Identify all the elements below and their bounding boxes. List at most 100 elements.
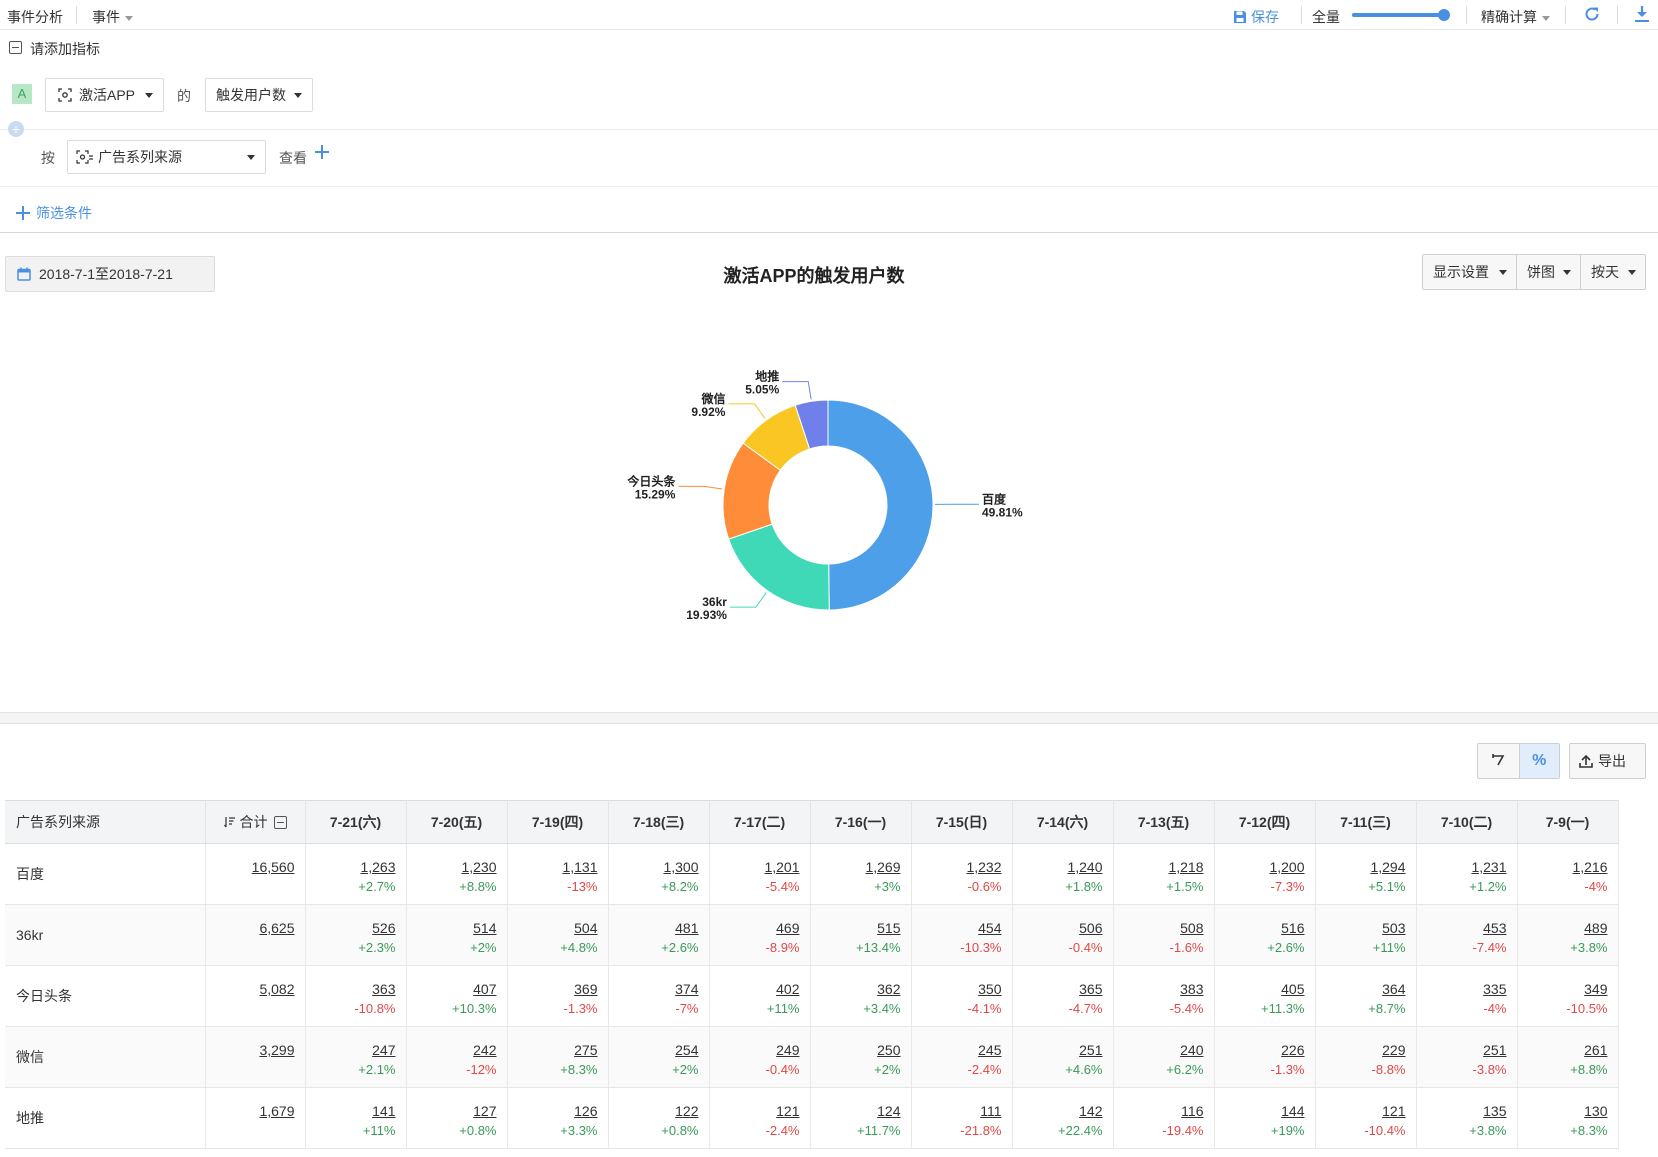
column-header-date[interactable]: 7-19(四): [507, 800, 609, 844]
cell-value[interactable]: 526: [372, 920, 396, 936]
cell-value[interactable]: 111: [980, 1103, 1002, 1119]
cell-value[interactable]: 1,216: [1572, 859, 1608, 875]
calc-mode-dropdown[interactable]: 精确计算: [1481, 7, 1550, 27]
cell-value[interactable]: 407: [473, 981, 497, 997]
column-header-date[interactable]: 7-15(日): [911, 800, 1013, 844]
cell-value[interactable]: 141: [372, 1103, 396, 1119]
add-metric-button[interactable]: +: [8, 121, 24, 137]
cell-value[interactable]: 1,240: [1067, 859, 1103, 875]
cell-value[interactable]: 245: [978, 1042, 1002, 1058]
cell-value[interactable]: 481: [675, 920, 699, 936]
cell-value[interactable]: 251: [1079, 1042, 1103, 1058]
cell-value[interactable]: 503: [1382, 920, 1406, 936]
total-value[interactable]: 6,625: [259, 920, 295, 936]
total-value[interactable]: 16,560: [251, 859, 295, 875]
cell-value[interactable]: 124: [877, 1103, 901, 1119]
sort-icon[interactable]: [223, 816, 236, 828]
cell-value[interactable]: 508: [1180, 920, 1204, 936]
trend-toggle-button[interactable]: [1478, 744, 1519, 778]
total-value[interactable]: 3,299: [259, 1042, 295, 1058]
cell-value[interactable]: 469: [776, 920, 800, 936]
cell-value[interactable]: 130: [1584, 1103, 1608, 1119]
refresh-button[interactable]: [1583, 5, 1601, 26]
cell-value[interactable]: 121: [1382, 1103, 1406, 1119]
save-button[interactable]: 保存: [1233, 7, 1279, 27]
total-value[interactable]: 5,082: [259, 981, 295, 997]
cell-value[interactable]: 261: [1584, 1042, 1608, 1058]
cell-value[interactable]: 122: [675, 1103, 699, 1119]
cell-value[interactable]: 249: [776, 1042, 800, 1058]
cell-value[interactable]: 144: [1281, 1103, 1305, 1119]
cell-value[interactable]: 254: [675, 1042, 699, 1058]
cell-value[interactable]: 1,201: [764, 859, 800, 875]
cell-value[interactable]: 1,263: [360, 859, 396, 875]
cell-value[interactable]: 335: [1483, 981, 1507, 997]
cell-value[interactable]: 383: [1180, 981, 1204, 997]
column-header-date[interactable]: 7-10(二): [1416, 800, 1518, 844]
cell-value[interactable]: 515: [877, 920, 901, 936]
measure-select[interactable]: 触发用户数: [205, 78, 313, 112]
cell-value[interactable]: 240: [1180, 1042, 1204, 1058]
date-range-picker[interactable]: 2018-7-1至2018-7-21: [5, 256, 215, 292]
cell-value[interactable]: 275: [574, 1042, 598, 1058]
cell-value[interactable]: 516: [1281, 920, 1305, 936]
collapse-icon[interactable]: [9, 41, 22, 54]
column-header-date[interactable]: 7-17(二): [709, 800, 811, 844]
cell-value[interactable]: 1,230: [461, 859, 497, 875]
cell-value[interactable]: 126: [574, 1103, 598, 1119]
cell-value[interactable]: 1,231: [1471, 859, 1507, 875]
cell-value[interactable]: 250: [877, 1042, 901, 1058]
column-header-date[interactable]: 7-21(六): [305, 800, 407, 844]
cell-value[interactable]: 1,200: [1269, 859, 1305, 875]
cell-value[interactable]: 514: [473, 920, 497, 936]
cell-value[interactable]: 369: [574, 981, 598, 997]
cell-value[interactable]: 364: [1382, 981, 1406, 997]
granularity-dropdown[interactable]: 按天: [1581, 255, 1645, 289]
cell-value[interactable]: 350: [978, 981, 1002, 997]
event-select[interactable]: 激活APP: [45, 78, 164, 112]
cell-value[interactable]: 402: [776, 981, 800, 997]
column-header-date[interactable]: 7-18(三): [608, 800, 710, 844]
column-header-total[interactable]: 合计: [205, 800, 306, 844]
cell-value[interactable]: 121: [776, 1103, 800, 1119]
cell-value[interactable]: 453: [1483, 920, 1507, 936]
cell-value[interactable]: 504: [574, 920, 598, 936]
cell-value[interactable]: 405: [1281, 981, 1305, 997]
cell-value[interactable]: 362: [877, 981, 901, 997]
total-value[interactable]: 1,679: [259, 1103, 295, 1119]
cell-value[interactable]: 454: [978, 920, 1002, 936]
column-header-date[interactable]: 7-12(四): [1214, 800, 1316, 844]
cell-value[interactable]: 374: [675, 981, 699, 997]
column-header-date[interactable]: 7-14(六): [1012, 800, 1114, 844]
cell-value[interactable]: 1,300: [663, 859, 699, 875]
cell-value[interactable]: 1,131: [562, 859, 598, 875]
display-settings-dropdown[interactable]: 显示设置: [1423, 255, 1517, 289]
cell-value[interactable]: 247: [372, 1042, 396, 1058]
sample-slider[interactable]: [1352, 9, 1451, 21]
collapse-icon[interactable]: [273, 816, 287, 829]
pie-slice[interactable]: [827, 399, 934, 611]
cell-value[interactable]: 365: [1079, 981, 1103, 997]
percent-toggle-button[interactable]: %: [1518, 744, 1559, 778]
cell-value[interactable]: 1,232: [966, 859, 1002, 875]
chart-type-dropdown[interactable]: 饼图: [1517, 255, 1581, 289]
pie-slice[interactable]: [728, 523, 830, 611]
column-header-date[interactable]: 7-13(五): [1113, 800, 1215, 844]
sample-slider-handle[interactable]: [1438, 9, 1451, 21]
cell-value[interactable]: 489: [1584, 920, 1608, 936]
cell-value[interactable]: 116: [1181, 1103, 1204, 1119]
cell-value[interactable]: 506: [1079, 920, 1103, 936]
cell-value[interactable]: 1,269: [865, 859, 901, 875]
cell-value[interactable]: 1,294: [1370, 859, 1406, 875]
cell-value[interactable]: 363: [372, 981, 396, 997]
add-group-button[interactable]: [314, 144, 330, 163]
column-header-date[interactable]: 7-20(五): [406, 800, 508, 844]
column-header-date[interactable]: 7-16(一): [810, 800, 912, 844]
cell-value[interactable]: 127: [473, 1103, 497, 1119]
cell-value[interactable]: 142: [1079, 1103, 1103, 1119]
cell-value[interactable]: 226: [1281, 1042, 1305, 1058]
cell-value[interactable]: 229: [1382, 1042, 1406, 1058]
analysis-type-dropdown[interactable]: 事件: [92, 7, 133, 27]
cell-value[interactable]: 251: [1483, 1042, 1507, 1058]
download-button[interactable]: [1634, 5, 1650, 26]
